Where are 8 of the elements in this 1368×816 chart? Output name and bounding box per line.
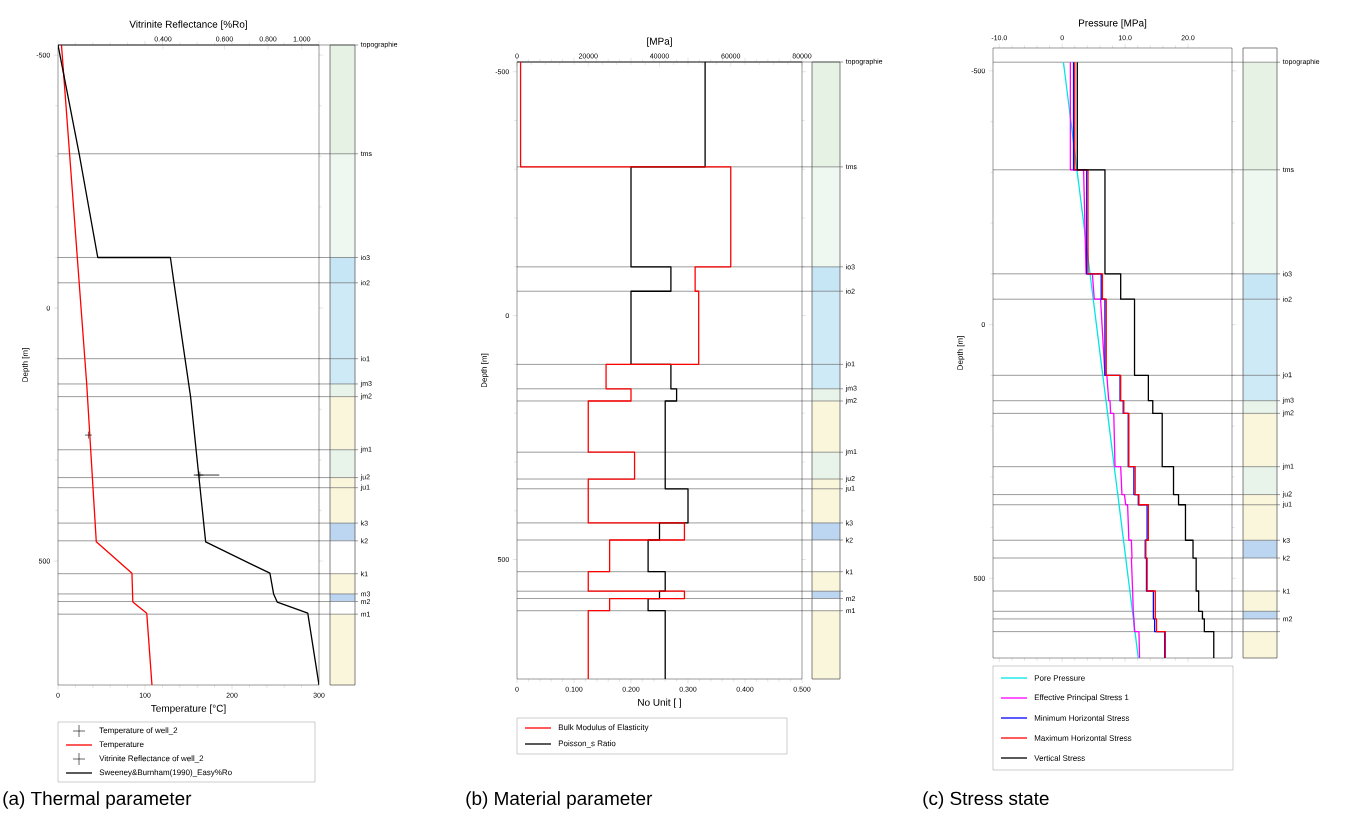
x2-axis-title: Vitrinite Reflectance [%Ro] (129, 20, 247, 30)
x-axis-title: Pressure [MPa] (1079, 19, 1147, 29)
x-axis-title: Temperature [°C] (151, 704, 226, 714)
text: (a) Thermal parameter (3, 791, 192, 809)
text: (b) Material parameter (466, 791, 653, 809)
x-axis-title: No Unit [ ] (638, 698, 681, 708)
x2-axis-title: [MPa] (647, 37, 672, 47)
text: (c) Stress state (923, 791, 1049, 809)
